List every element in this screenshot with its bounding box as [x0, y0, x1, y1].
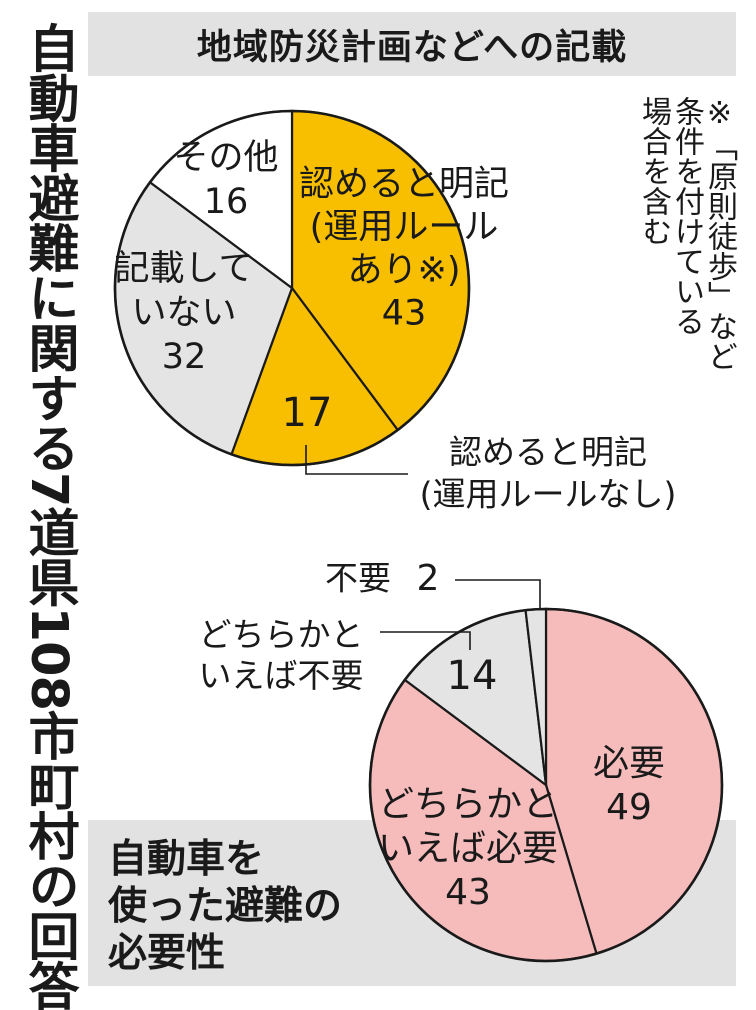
pie2-title: 自動車を 使った避難の 必要性 — [108, 837, 343, 976]
pie2-leader-2 — [380, 631, 471, 650]
pie2-value-2: 14 — [447, 653, 498, 699]
pie2-label-0: 必要 49 — [593, 743, 665, 828]
pie1-leader-1 — [305, 445, 408, 475]
pie1-outline — [113, 109, 471, 467]
footnote: ※「原則徒歩」など 条件を付けている 場合を含む — [636, 96, 737, 371]
pie2-outline — [368, 607, 724, 963]
pie1-value-1: 17 — [282, 390, 333, 436]
pie1-label-0: 認めると明記(運用ルールあり※) 43 — [299, 165, 509, 334]
pie1-label-3: その他 16 — [173, 138, 278, 222]
pie2-label-1: どちらかといえば必要 43 — [378, 784, 558, 913]
pie1-title-banner: 地域防災計画などへの記載 — [88, 12, 736, 76]
figure-title: 自動車避難に関する7道県108市町村の回答 — [19, 22, 78, 1010]
pie1-label-2: 記載していない 32 — [115, 249, 254, 377]
pie1-label-1: 認めると明記(運用ルールなし) — [420, 433, 677, 514]
pie2-label-3: 不要 — [325, 559, 391, 598]
pie2-value-3: 2 — [417, 558, 440, 599]
pie2-leader-3 — [455, 579, 541, 610]
pie2-label-2: どちらかといえば不要 — [199, 615, 364, 695]
